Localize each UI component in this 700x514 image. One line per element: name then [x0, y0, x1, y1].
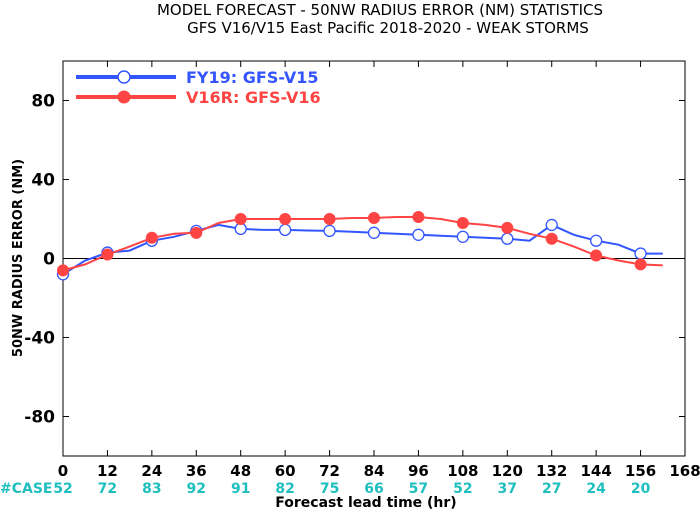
case-count: 92: [187, 481, 206, 497]
x-tick-label: 72: [319, 462, 340, 480]
case-count: 75: [320, 481, 339, 497]
x-axis-label: Forecast lead time (hr): [275, 495, 456, 511]
series-1-point: [634, 258, 647, 271]
series-0-point: [412, 228, 425, 241]
series-0-point: [545, 218, 558, 232]
legend-label-v15: FY19: GFS-V15: [186, 68, 318, 87]
case-count: 24: [586, 481, 606, 497]
x-tick-label: 120: [492, 462, 523, 480]
x-tick-label: 144: [580, 462, 611, 480]
series-1-point: [323, 213, 336, 225]
x-tick-label: 48: [230, 462, 251, 480]
legend-label-v16: V16R: GFS-V16: [186, 88, 321, 107]
x-tick-label: 0: [58, 462, 68, 480]
series-1-point: [501, 221, 514, 234]
legend-marker-v15: [117, 70, 131, 84]
series-1-point: [456, 216, 469, 229]
series-0-point: [367, 226, 381, 239]
x-tick-label: 96: [408, 462, 429, 480]
series-1-point: [279, 213, 292, 225]
x-tick-label: 60: [275, 462, 296, 480]
x-tick-label: 36: [186, 462, 207, 480]
case-count: 37: [498, 481, 517, 497]
series-1-point: [101, 248, 114, 261]
series-line-0: [62, 223, 663, 276]
series-0-point: [501, 232, 514, 245]
x-tick-label: 156: [625, 462, 656, 480]
case-count: 52: [453, 481, 472, 497]
case-count: 72: [98, 481, 117, 497]
y-tick-label: 0: [43, 250, 55, 270]
x-tick-label: 24: [141, 462, 162, 480]
y-axis-label: 50NW RADIUS ERROR (NM): [11, 159, 26, 357]
series-0-point: [456, 230, 470, 243]
case-count: 52: [53, 481, 72, 497]
series-line-1: [62, 216, 663, 272]
series-0-point: [278, 223, 292, 237]
case-count: 20: [631, 481, 651, 497]
chart-title-line2: GFS V16/V15 East Pacific 2018-2020 - WEA…: [187, 19, 589, 37]
case-count: 57: [409, 481, 428, 497]
series-layer: [56, 211, 663, 281]
series-0-point: [323, 224, 336, 238]
series-1-point: [234, 213, 247, 225]
series-1-point: [545, 232, 558, 245]
legend-marker-v16: [117, 90, 131, 104]
y-axis-ticks: -80 -40 0 40 80: [24, 92, 685, 428]
series-0-point: [589, 234, 603, 247]
y-tick-label: -40: [24, 329, 55, 349]
case-count: 83: [142, 481, 161, 497]
x-tick-label: 84: [364, 462, 385, 480]
y-tick-label: 80: [31, 92, 55, 112]
case-count: 66: [364, 481, 383, 497]
case-label: #CASE: [0, 481, 53, 497]
series-1-point: [368, 212, 380, 225]
x-axis-ticks: 0 12 24 36 48 60 72 84 96 108 120 132 144 156 168: [58, 61, 700, 480]
y-tick-label: -80: [24, 408, 55, 428]
chart-title-line1: MODEL FORECAST - 50NW RADIUS ERROR (NM) …: [157, 1, 603, 19]
x-tick-label: 132: [536, 462, 567, 480]
case-counts: 52 72 83 92 91 82 75 66 57 52 37 27 24 20: [53, 481, 650, 497]
y-tick-label: 40: [31, 171, 55, 191]
case-count: 27: [542, 481, 561, 497]
series-1-point: [590, 249, 603, 262]
series-1-point: [57, 264, 69, 277]
x-tick-label: 12: [97, 462, 118, 480]
x-tick-label: 108: [447, 462, 478, 480]
series-0-point: [234, 222, 247, 236]
series-1-point: [412, 211, 425, 224]
case-count: 82: [275, 481, 294, 497]
case-count: 91: [231, 481, 250, 497]
x-tick-label: 168: [669, 462, 700, 480]
legend: FY19: GFS-V15 V16R: GFS-V16: [76, 68, 321, 107]
series-0-point: [634, 247, 647, 260]
series-1-point: [190, 226, 203, 239]
series-1-point: [145, 231, 158, 244]
